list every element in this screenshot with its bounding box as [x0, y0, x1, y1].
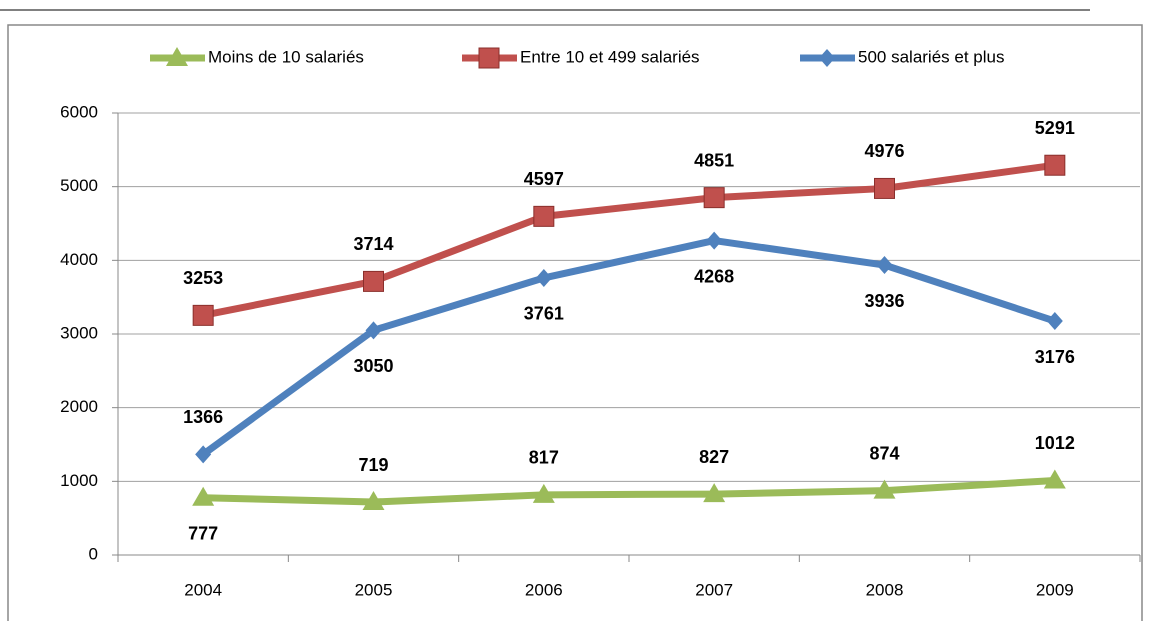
marker [535, 268, 552, 287]
x-tick-label: 2004 [184, 580, 222, 599]
y-tick-label: 0 [89, 544, 98, 563]
legend-label: Entre 10 et 499 salariés [520, 47, 700, 66]
y-tick-label: 2000 [60, 397, 98, 416]
series-line [201, 237, 1056, 458]
data-label: 3050 [353, 356, 393, 376]
x-tick-label: 2005 [355, 580, 393, 599]
data-label: 827 [699, 447, 729, 467]
data-label: 874 [869, 443, 899, 463]
y-tick-label: 1000 [60, 471, 98, 490]
marker [876, 256, 893, 275]
marker [703, 187, 725, 209]
data-label: 4976 [864, 141, 904, 161]
legend-label: Moins de 10 salariés [208, 47, 364, 66]
marker [365, 321, 382, 340]
data-label: 1012 [1035, 433, 1075, 453]
marker [873, 479, 896, 499]
data-label: 3176 [1035, 347, 1075, 367]
x-tick-label: 2008 [866, 580, 904, 599]
data-label: 4268 [694, 266, 734, 286]
y-tick-label: 4000 [60, 250, 98, 269]
legend-label: 500 salariés et plus [858, 47, 1004, 66]
legend-marker [166, 47, 188, 66]
marker [1043, 469, 1066, 489]
marker [195, 445, 212, 464]
marker [874, 177, 895, 199]
legend-marker [478, 47, 500, 69]
x-tick-label: 2007 [695, 580, 733, 599]
marker [533, 205, 555, 227]
data-label: 3253 [183, 268, 223, 288]
data-label: 4597 [524, 169, 564, 189]
data-label: 817 [529, 448, 559, 468]
marker [192, 486, 215, 506]
x-tick-label: 2006 [525, 580, 563, 599]
data-label: 5291 [1035, 118, 1075, 138]
data-label: 3936 [864, 291, 904, 311]
y-tick-label: 5000 [60, 176, 98, 195]
marker [1044, 154, 1066, 176]
y-tick-label: 6000 [60, 102, 98, 121]
data-label: 3761 [524, 304, 564, 324]
data-label: 4851 [694, 150, 734, 170]
marker [362, 491, 385, 511]
chart-frame [7, 24, 1143, 621]
series-line [202, 161, 1056, 319]
x-tick-label: 2009 [1036, 580, 1074, 599]
marker [532, 483, 555, 503]
data-label: 719 [358, 455, 388, 475]
data-label: 3714 [353, 234, 393, 254]
legend-marker [819, 49, 835, 67]
data-label: 777 [188, 524, 218, 544]
marker [703, 483, 726, 503]
series-line [203, 476, 1056, 506]
data-label: 1366 [183, 407, 223, 427]
marker [706, 231, 723, 250]
marker [363, 270, 384, 292]
y-tick-label: 3000 [60, 323, 98, 342]
marker [1046, 312, 1063, 331]
marker [192, 304, 214, 326]
